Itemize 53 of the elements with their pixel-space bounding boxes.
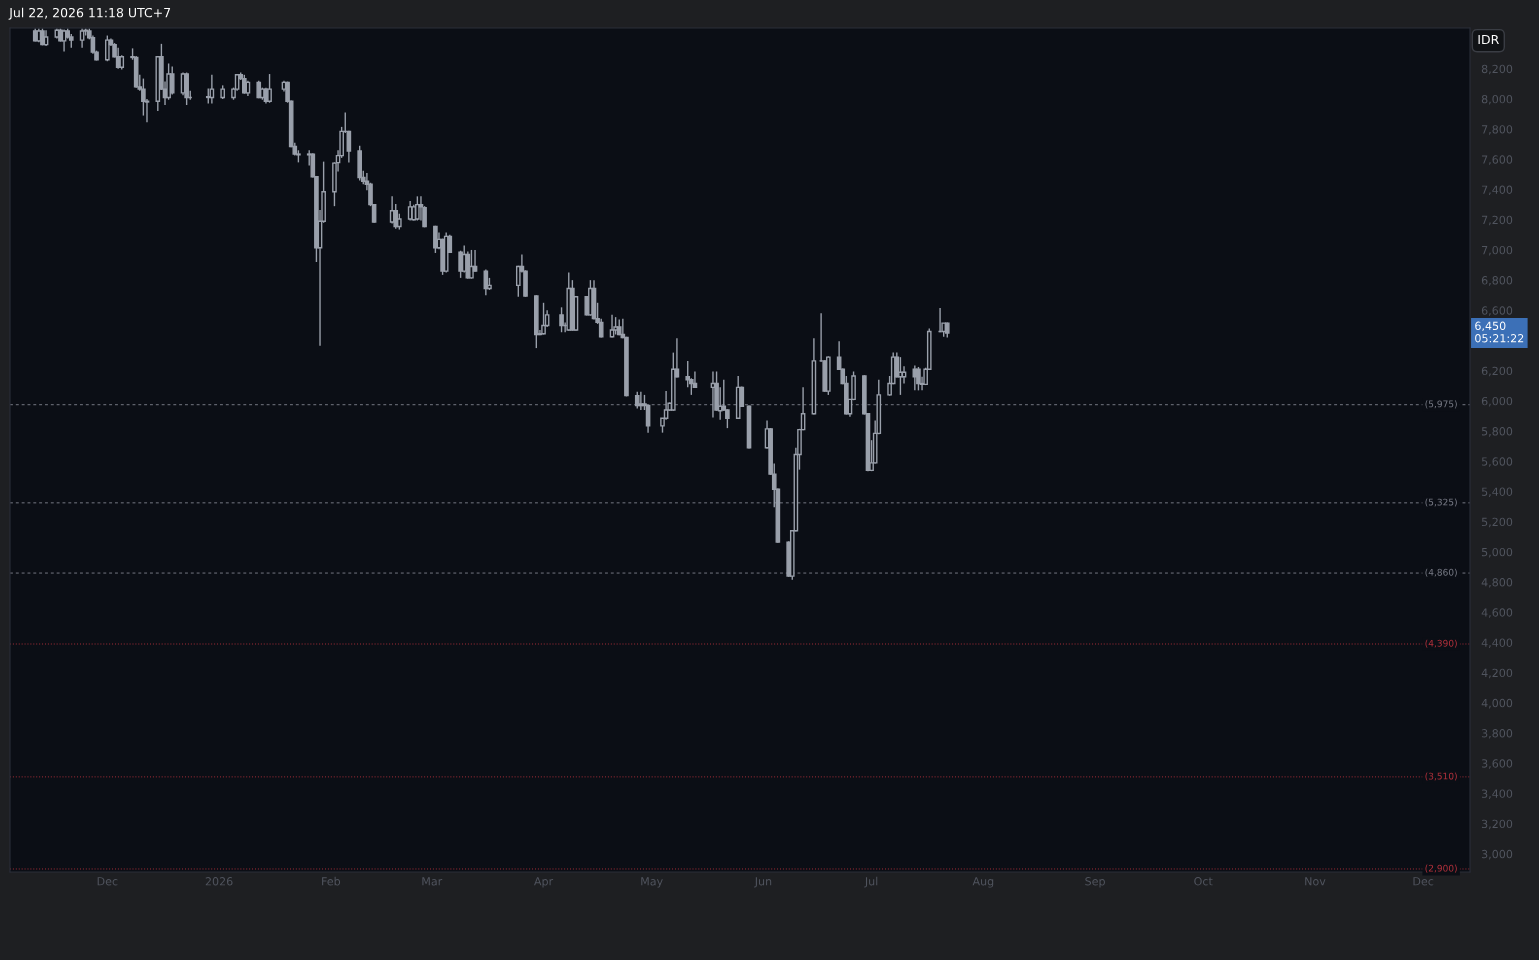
ref-line-label: (4,860) bbox=[1425, 568, 1457, 577]
y-tick-label: 8,000 bbox=[1481, 94, 1513, 105]
ref-line-label: (5,325) bbox=[1425, 498, 1457, 507]
y-tick-label: 4,000 bbox=[1481, 698, 1513, 709]
y-tick-label: 5,600 bbox=[1481, 457, 1513, 467]
x-tick-label: Feb bbox=[322, 876, 341, 886]
x-tick-label: 2026 bbox=[205, 877, 233, 886]
y-axis-title: IDR bbox=[1478, 35, 1499, 45]
y-tick-label: 3,600 bbox=[1481, 759, 1513, 769]
candlestick bbox=[559, 306, 564, 333]
y-tick-label: 3,000 bbox=[1481, 849, 1513, 860]
candlestick bbox=[916, 366, 921, 392]
y-tick-label: 8,200 bbox=[1481, 64, 1513, 75]
y-tick-label: 4,400 bbox=[1481, 638, 1513, 649]
y-tick-label: 7,800 bbox=[1482, 125, 1513, 135]
x-tick-label: Mar bbox=[422, 877, 443, 886]
y-tick-label: 4,800 bbox=[1481, 578, 1513, 588]
ref-line-label: (3,510) bbox=[1425, 772, 1457, 781]
y-tick-label: 6,000 bbox=[1481, 396, 1513, 407]
chart-title: Jul 22, 2026 11:18 UTC+7 bbox=[8, 7, 171, 20]
ref-line-label: (5,975) bbox=[1425, 400, 1457, 409]
candlestick bbox=[469, 249, 474, 280]
y-tick-label: 7,400 bbox=[1482, 185, 1513, 196]
y-tick-label: 6,800 bbox=[1481, 276, 1513, 286]
x-tick-label: Dec bbox=[97, 877, 118, 886]
x-tick-label: Aug bbox=[972, 877, 994, 888]
y-tick-label: 6,600 bbox=[1481, 306, 1513, 316]
y-tick-label: 7,000 bbox=[1482, 245, 1513, 256]
x-tick-label: Nov bbox=[1305, 877, 1326, 886]
y-tick-label: 4,600 bbox=[1481, 608, 1513, 618]
y-tick-label: 4,200 bbox=[1481, 668, 1513, 679]
candlestick bbox=[169, 65, 175, 96]
candlestick bbox=[166, 62, 171, 101]
y-tick-label: 5,800 bbox=[1481, 427, 1513, 437]
x-tick-label: Jul bbox=[864, 876, 878, 888]
candlestick bbox=[725, 408, 730, 429]
y-tick-label: 5,200 bbox=[1481, 517, 1513, 528]
x-tick-label: Sep bbox=[1085, 877, 1105, 888]
y-tick-label: 3,200 bbox=[1481, 819, 1513, 830]
y-tick-label: 5,000 bbox=[1481, 547, 1513, 558]
x-tick-label: Apr bbox=[534, 877, 554, 888]
y-tick-label: 7,600 bbox=[1482, 155, 1513, 165]
y-tick-label: 7,200 bbox=[1482, 215, 1513, 226]
y-tick-label: 3,400 bbox=[1481, 789, 1513, 799]
text: 6,450 05:21:22 bbox=[1475, 321, 1524, 343]
y-tick-label: 6,200 bbox=[1481, 366, 1513, 377]
x-tick-label: Dec bbox=[1413, 877, 1434, 886]
ref-line-label: (2,900) bbox=[1425, 864, 1457, 873]
y-tick-label: 5,400 bbox=[1481, 487, 1513, 498]
x-tick-label: Jun bbox=[754, 877, 772, 888]
y-tick-label: 3,800 bbox=[1481, 729, 1513, 739]
ref-line-label: (4,390) bbox=[1425, 639, 1457, 648]
x-tick-label: Oct bbox=[1194, 877, 1213, 886]
